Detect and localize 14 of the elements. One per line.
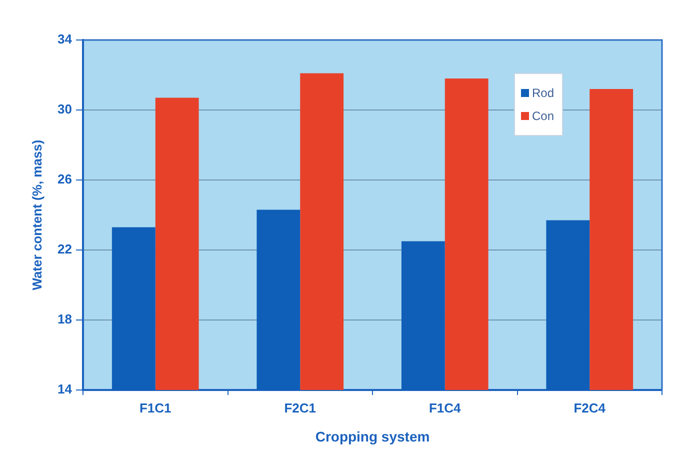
y-tick-label: 22 xyxy=(58,242,72,257)
x-tick-label: F2C4 xyxy=(574,400,606,416)
x-tick-label: F2C1 xyxy=(284,400,316,416)
y-tick-label: 30 xyxy=(58,102,72,117)
x-axis-title: Cropping system xyxy=(315,428,430,444)
x-tick-label: F1C1 xyxy=(139,400,172,416)
y-tick-label: 14 xyxy=(58,382,73,397)
y-tick-label: 26 xyxy=(58,172,72,187)
y-tick-label: 34 xyxy=(58,32,73,47)
y-tick-label: 18 xyxy=(58,312,72,327)
y-axis-title: Water content (%, mass) xyxy=(29,140,44,290)
legend-label: Con xyxy=(532,109,554,123)
x-tick-label: F1C4 xyxy=(428,400,462,416)
legend-label: Rod xyxy=(532,86,554,100)
